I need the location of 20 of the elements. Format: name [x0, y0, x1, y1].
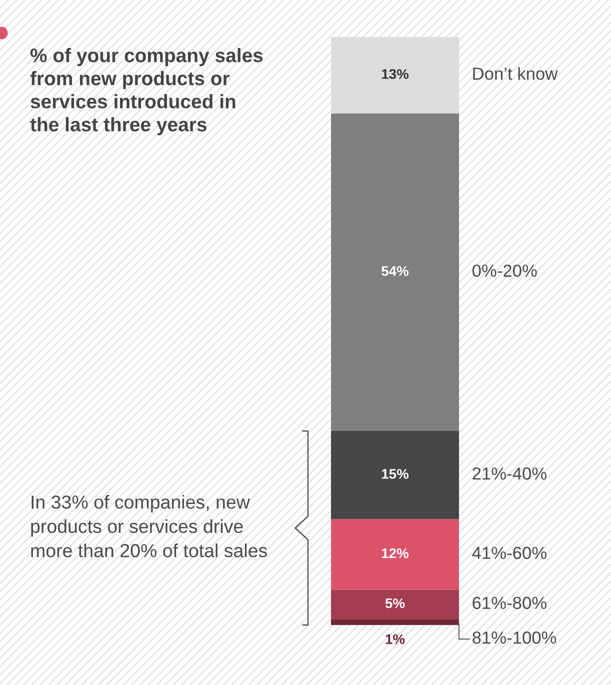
bar: [331, 430, 459, 520]
data-label: 1%: [386, 634, 405, 644]
series-label: Don’t know: [473, 67, 558, 80]
data-label: 5%: [385, 598, 405, 608]
bar: [331, 113, 459, 431]
bar: [331, 590, 459, 620]
text: In 33% of companies, new products or services drive more than 20% of total sales: [31, 494, 267, 558]
series-label: 81%-100%: [472, 631, 556, 644]
data-label: 15%: [382, 468, 409, 479]
text: % of your company sales from new products or services introduced in the last three years: [30, 48, 263, 136]
series-label: 0%-20%: [472, 264, 537, 277]
bar: [331, 519, 459, 590]
series-label: 21%-40%: [472, 467, 546, 480]
series-label: 61%-80%: [472, 596, 546, 610]
data-label: 12%: [382, 548, 409, 558]
data-label: 54%: [382, 266, 409, 276]
data-label: 13%: [382, 69, 409, 79]
bar: [331, 37, 459, 114]
bar: [331, 619, 459, 625]
series-label: 41%-60%: [472, 546, 546, 560]
